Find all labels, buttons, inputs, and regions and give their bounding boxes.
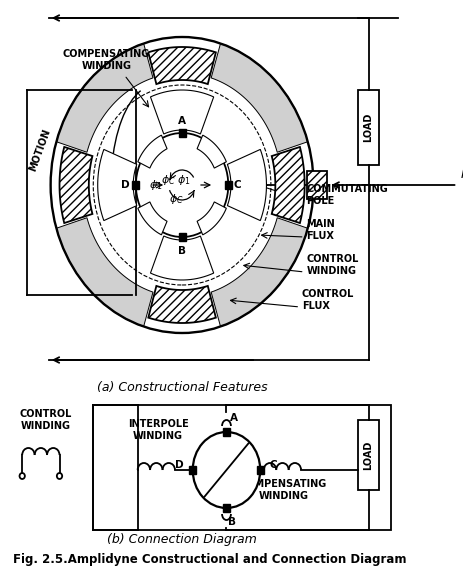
- Polygon shape: [56, 43, 153, 152]
- Text: C: C: [269, 460, 276, 470]
- Text: (a) Constructional Features: (a) Constructional Features: [97, 381, 267, 394]
- Polygon shape: [59, 147, 92, 223]
- Bar: [222, 428, 230, 436]
- Text: $I_L$: $I_L$: [459, 167, 463, 183]
- Text: A: A: [178, 116, 186, 126]
- Text: $\phi_1$: $\phi_1$: [177, 173, 190, 187]
- Text: $\phi_C$: $\phi_C$: [169, 192, 184, 206]
- Circle shape: [192, 432, 260, 508]
- Text: (b) Connection Diagram: (b) Connection Diagram: [107, 534, 257, 546]
- Polygon shape: [150, 236, 213, 280]
- Text: CONTROL
FLUX: CONTROL FLUX: [301, 289, 354, 311]
- Polygon shape: [227, 150, 266, 221]
- Bar: [357, 90, 378, 165]
- Text: CONTROL
WINDING: CONTROL WINDING: [306, 254, 358, 276]
- Text: B: B: [227, 517, 235, 527]
- Text: MAIN
FLUX: MAIN FLUX: [306, 219, 334, 241]
- Polygon shape: [148, 47, 215, 84]
- Text: CONTROL
WINDING: CONTROL WINDING: [20, 409, 72, 431]
- Polygon shape: [271, 147, 304, 223]
- Text: $\phi_1$: $\phi_1$: [148, 178, 162, 192]
- Text: Fig. 2.5.Amplidyne Constructional and Connection Diagram: Fig. 2.5.Amplidyne Constructional and Co…: [13, 554, 406, 567]
- Bar: [222, 504, 230, 512]
- Text: COMPENSATING
WINDING: COMPENSATING WINDING: [63, 49, 150, 71]
- Polygon shape: [148, 286, 215, 323]
- Polygon shape: [197, 202, 226, 235]
- Bar: [178, 129, 185, 137]
- Bar: [93, 405, 390, 530]
- Text: LOAD: LOAD: [363, 113, 373, 142]
- Bar: [132, 181, 139, 189]
- Text: MOTION: MOTION: [28, 127, 52, 172]
- Polygon shape: [98, 150, 137, 221]
- Text: D: D: [175, 460, 183, 470]
- Text: COMMUTATING
POLE: COMMUTATING POLE: [306, 184, 388, 206]
- Text: LOAD: LOAD: [363, 440, 373, 469]
- Polygon shape: [56, 218, 153, 327]
- Circle shape: [136, 133, 228, 237]
- Text: D: D: [121, 180, 129, 190]
- Polygon shape: [211, 218, 307, 327]
- Text: A: A: [229, 413, 237, 423]
- Polygon shape: [138, 202, 167, 235]
- Bar: [256, 466, 263, 474]
- Polygon shape: [138, 135, 167, 168]
- Bar: [189, 466, 196, 474]
- Text: C: C: [233, 180, 240, 190]
- Polygon shape: [211, 43, 307, 152]
- Text: $\phi_C$: $\phi_C$: [160, 173, 175, 187]
- Text: COMPENSATING
WINDING: COMPENSATING WINDING: [239, 479, 326, 501]
- Bar: [307, 171, 326, 199]
- Bar: [357, 420, 378, 490]
- Bar: [178, 233, 185, 241]
- Polygon shape: [197, 135, 226, 168]
- Text: B: B: [178, 246, 186, 256]
- Polygon shape: [150, 90, 213, 134]
- Text: INTERPOLE
WINDING: INTERPOLE WINDING: [127, 419, 188, 441]
- Bar: [224, 181, 232, 189]
